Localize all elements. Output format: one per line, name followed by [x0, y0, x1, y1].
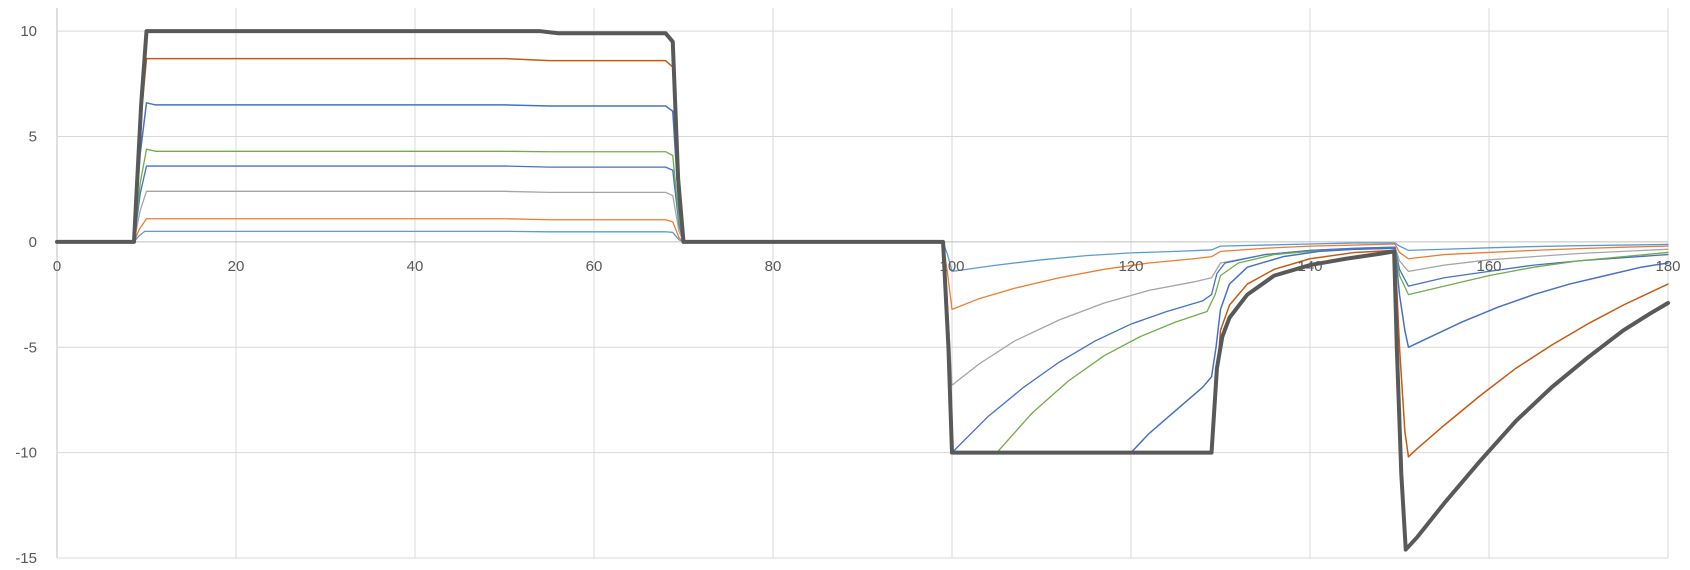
x-tick-label: 100: [939, 258, 964, 275]
series-lines: [55, 29, 1670, 552]
series-line-6: [56, 102, 1669, 454]
y-tick-label: -10: [15, 445, 37, 462]
y-tick-label: 5: [29, 129, 37, 146]
x-tick-label: 120: [1118, 258, 1143, 275]
y-axis-tick-labels: 10 5 0 -5 -10 -15: [15, 23, 37, 567]
series-line-5: [56, 148, 1669, 454]
series-line-7: [56, 57, 1669, 458]
x-tick-label: 160: [1476, 258, 1501, 275]
x-tick-label: 80: [765, 258, 782, 275]
x-axis-tick-labels: 0 20 40 60 80 100 120 140 160 180: [53, 258, 1681, 275]
x-tick-label: 140: [1297, 258, 1322, 275]
series-line-1: [56, 230, 1669, 273]
x-tick-label: 180: [1655, 258, 1680, 275]
x-tick-label: 40: [407, 258, 424, 275]
x-tick-label: 0: [53, 258, 61, 275]
series-line-2: [56, 218, 1669, 310]
series-line-4: [56, 165, 1669, 454]
series-line-8: [55, 29, 1670, 552]
y-tick-label: 10: [20, 23, 37, 40]
y-tick-label: -15: [15, 550, 37, 567]
grid-lines: [56, 8, 1669, 559]
y-tick-label: 0: [29, 234, 37, 251]
y-tick-label: -5: [24, 339, 37, 356]
x-tick-label: 20: [228, 258, 245, 275]
x-tick-label: 60: [586, 258, 603, 275]
series-line-3: [56, 190, 1669, 386]
